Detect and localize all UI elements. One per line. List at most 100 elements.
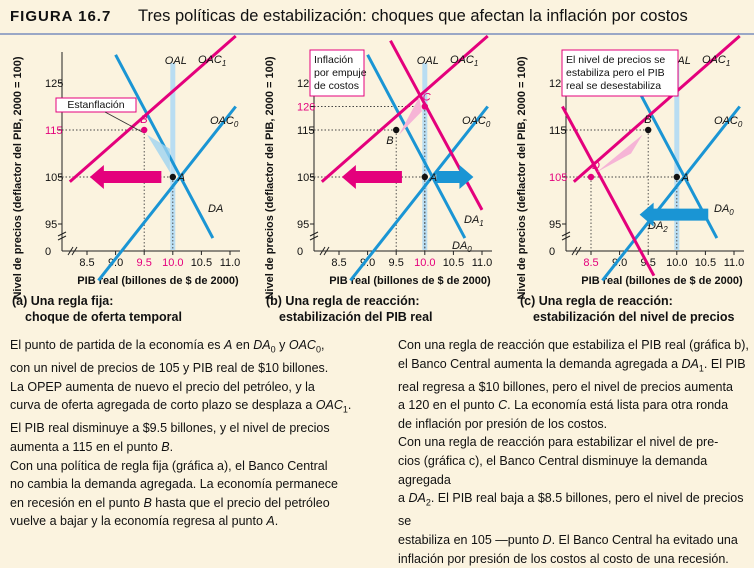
panel-b-da0-label: DA0	[452, 240, 472, 254]
left-text-line-6: Con una política de regla fija (gráfica …	[10, 458, 328, 473]
panel-c-ytick-95: 95	[549, 219, 561, 231]
panel-a-oac1-label: OAC1	[198, 54, 226, 68]
panel-a-xtick-9.5: 9.5	[137, 257, 152, 269]
panel-a-point-label-A: A	[177, 172, 185, 184]
panel-b-origin: 0	[297, 246, 303, 258]
panel-a-ytick-105: 105	[45, 172, 63, 184]
panel-c-demand-arrow	[639, 202, 709, 227]
caption-c-line2: estabilización del nivel de precios	[533, 310, 735, 324]
explanation-right: Con una regla de reacción que estabiliza…	[398, 336, 750, 568]
left-text-line-0: El punto de partida de la economía es A …	[10, 338, 325, 355]
panel-a-ytick-125: 125	[45, 78, 63, 90]
figure-header: FIGURA 16.7 Tres políticas de estabiliza…	[0, 0, 754, 35]
panel-b-point-A	[421, 173, 428, 181]
panel-c-xtick-10.5: 10.5	[695, 257, 716, 269]
panel-b-point-label-A: A	[429, 172, 437, 184]
panel-a-point-label-B: B	[140, 114, 147, 126]
panel-a-da-label: DA	[208, 203, 223, 215]
panel-c-point-B	[645, 126, 652, 134]
panel-c-point-D	[587, 173, 595, 181]
panel-c-xtick-9.0: 9.0	[612, 257, 627, 269]
panel-c-xtick-8.5: 8.5	[583, 257, 598, 269]
panel-a-y-break	[57, 231, 67, 241]
panel-a-callout-text-0: Estanflación	[67, 99, 124, 111]
right-text-line-0: Con una regla de reacción que estabiliza…	[398, 338, 749, 352]
panel-b-y-break	[309, 231, 319, 241]
panel-c-x-break	[571, 246, 582, 256]
right-text-line-4: de inflación por presión de los costos.	[398, 416, 608, 431]
panel-c-xlabel: PIB real (billones de $ de 2000)	[581, 275, 743, 287]
panel-b-demand-arrow	[436, 165, 474, 189]
panel-c-oac0-label: OAC0	[714, 115, 743, 129]
right-text-line-6: cios (gráfica c), el Banco Central dismi…	[398, 454, 708, 487]
right-text-line-8: estabiliza en 105 —punto D. El Banco Cen…	[398, 532, 738, 547]
panel-b-x-break	[319, 246, 330, 256]
panel-a-xtick-10.5: 10.5	[191, 257, 212, 269]
left-text-line-3: curva de oferta agregada de corto plazo …	[10, 398, 352, 415]
caption-a-line1: (a) Una regla fija:	[12, 294, 114, 308]
panel-a-oac0-label: OAC0	[210, 115, 239, 129]
chart-panel-b: Nivel de precios (deflactor del PIB, 200…	[264, 34, 493, 300]
panel-b-callout-text-1: por empuje	[314, 67, 367, 79]
panel-a-x-break	[67, 246, 78, 256]
panel-b-oac1-line	[320, 34, 489, 183]
panel-c-point-label-B: B	[644, 114, 651, 126]
left-text-line-2: La OPEP aumenta de nuevo el precio del p…	[10, 379, 315, 394]
panel-b-point-label-C: C	[423, 92, 431, 104]
panel-c-ytick-105: 105	[549, 172, 567, 184]
panel-c-point-label-A: A	[681, 172, 689, 184]
panel-a-xlabel: PIB real (billones de $ de 2000)	[77, 275, 239, 287]
panel-a-point-B	[141, 126, 148, 134]
panel-b-xtick-9.0: 9.0	[360, 257, 375, 269]
panel-a-oal-label: OAL	[165, 55, 187, 67]
header-rule	[0, 33, 754, 35]
panel-a-policy-arrow	[89, 165, 162, 189]
panel-b-da0-line	[366, 54, 467, 239]
panel-c-y-break	[561, 231, 571, 241]
panel-a-shift-shade	[147, 134, 170, 173]
left-text-line-9: vuelve a bajar y la economía regresa al …	[10, 514, 279, 529]
figure-label: FIGURA 16.7	[10, 8, 112, 25]
left-text-line-4: El PIB real disminuye a $9.5 billones, y…	[10, 421, 330, 436]
figure-title: Tres políticas de estabilización: choque…	[138, 7, 688, 25]
panel-c-point-A	[673, 173, 680, 181]
panel-b-point-B	[393, 126, 400, 134]
panel-b-oal-label: OAL	[417, 55, 439, 67]
panel-b-xtick-9.5: 9.5	[389, 257, 404, 269]
right-text-line-5: Con una regla de reacción para estabiliz…	[398, 435, 719, 450]
panel-a-ytick-115: 115	[45, 125, 63, 137]
panel-c-callout-text-0: El nivel de precios se	[566, 54, 665, 66]
panel-c-oac1-line	[572, 34, 741, 183]
panel-b-oac1-label: OAC1	[450, 54, 478, 68]
left-text-line-1: con un nivel de precios de 105 y PIB rea…	[10, 361, 329, 376]
panel-c-ylabel: Nivel de precios (deflactor del PIB, 200…	[516, 56, 528, 299]
panel-b-xtick-8.5: 8.5	[331, 257, 346, 269]
panel-b-callout-text-2: de costos	[314, 80, 359, 92]
panel-c-xtick-10.0: 10.0	[666, 257, 687, 269]
left-text-line-5: aumenta a 115 en el punto B.	[10, 439, 174, 454]
right-text-line-3: a 120 en el punto C. La economía está li…	[398, 398, 729, 413]
panel-a-ylabel: Nivel de precios (deflactor del PIB, 200…	[12, 56, 24, 299]
panel-b-shift-shade	[399, 97, 422, 135]
panel-b-xtick-11.0: 11.0	[472, 257, 493, 269]
right-text-line-2: real regresa a $10 billones, pero el niv…	[398, 379, 733, 394]
panel-b-ytick-105: 105	[297, 172, 315, 184]
right-text-line-7: a DA2. El PIB real baja a $8.5 billones,…	[398, 491, 744, 529]
caption-c: (c) Una regla de reacción: estabilizació…	[520, 293, 734, 325]
panel-b-ytick-95: 95	[297, 219, 309, 231]
caption-a: (a) Una regla fija: choque de oferta tem…	[12, 293, 182, 325]
right-text-line-1: el Banco Central aumenta la demanda agre…	[398, 356, 746, 374]
panel-b-callout-box	[309, 49, 365, 97]
panel-c-callout-text-2: real se desestabiliza	[566, 80, 661, 92]
panel-b-xtick-10.0: 10.0	[414, 257, 435, 269]
panel-b-point-label-B: B	[386, 135, 393, 147]
chart-panel-c: Nivel de precios (deflactor del PIB, 200…	[516, 34, 745, 300]
panel-a-callout-box	[55, 97, 137, 113]
chart-panel-a: Nivel de precios (deflactor del PIB, 200…	[12, 34, 240, 300]
panel-b-xlabel: PIB real (billones de $ de 2000)	[329, 275, 491, 287]
panel-a-oac0-line	[97, 105, 237, 282]
panel-c-oac0-line	[601, 105, 741, 282]
panel-c-callout-box	[561, 49, 679, 97]
panel-a-callout-pointer	[104, 111, 143, 133]
panel-c-xtick-11.0: 11.0	[724, 257, 745, 269]
